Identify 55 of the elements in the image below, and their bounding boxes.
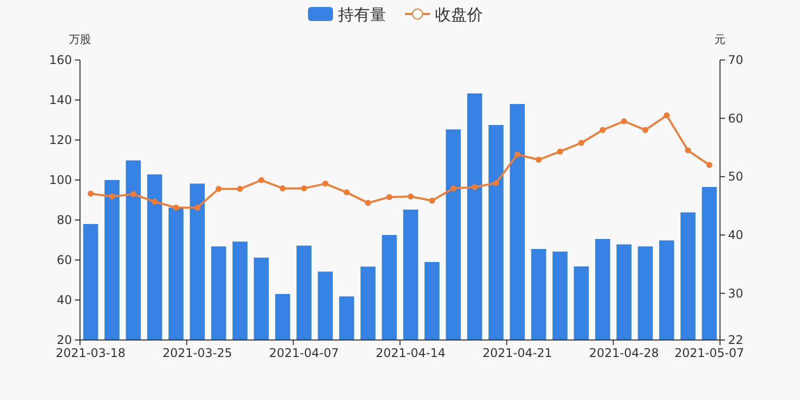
y-tick-label: 60 xyxy=(56,253,72,267)
point xyxy=(536,156,542,163)
point xyxy=(365,200,371,206)
point xyxy=(578,140,584,146)
point xyxy=(706,162,712,168)
point xyxy=(216,186,222,192)
y2-tick-label: 30 xyxy=(728,286,744,300)
point xyxy=(258,177,264,184)
point xyxy=(322,180,328,187)
point xyxy=(173,204,179,211)
y-tick-label: 40 xyxy=(56,293,72,307)
y2-tick-label: 70 xyxy=(728,53,744,67)
point xyxy=(557,148,563,155)
y-tick-label: 160 xyxy=(49,53,72,67)
point xyxy=(386,194,392,200)
y2-tick-label: 50 xyxy=(728,170,744,184)
point xyxy=(514,152,520,158)
y-tick-label: 140 xyxy=(49,93,72,107)
point xyxy=(472,184,478,190)
point xyxy=(664,112,670,118)
x-tick-label: 2021-04-28 xyxy=(589,346,659,360)
y-tick-label: 20 xyxy=(56,333,72,347)
point xyxy=(685,147,691,154)
y-tick-label: 120 xyxy=(49,133,72,147)
y-axis-title: 万股 xyxy=(69,33,91,46)
point xyxy=(237,186,243,192)
point xyxy=(450,185,456,192)
point xyxy=(88,190,94,197)
point xyxy=(194,204,200,211)
point xyxy=(301,185,307,192)
x-tick-label: 2021-04-14 xyxy=(376,346,446,360)
point xyxy=(642,127,648,133)
legend-label: 持有量 xyxy=(338,5,386,24)
x-tick-label: 2021-03-25 xyxy=(162,346,232,360)
point xyxy=(493,180,499,186)
x-tick-label: 2021-04-07 xyxy=(269,346,339,360)
y-tick-label: 100 xyxy=(49,173,72,187)
point xyxy=(621,118,627,124)
point xyxy=(280,185,286,192)
y2-axis-title: 元 xyxy=(714,33,726,46)
x-tick-label: 2021-05-07 xyxy=(674,346,744,360)
y-tick-label: 80 xyxy=(56,213,72,227)
y2-tick-label: 22 xyxy=(728,333,744,347)
legend-label: 收盘价 xyxy=(435,5,483,24)
point xyxy=(344,189,350,196)
point xyxy=(152,198,158,205)
x-tick-label: 2021-03-18 xyxy=(56,346,126,360)
x-tick-label: 2021-04-21 xyxy=(482,346,552,360)
point xyxy=(109,194,115,200)
point xyxy=(600,127,606,133)
point xyxy=(429,198,435,204)
y2-tick-label: 60 xyxy=(728,111,744,126)
point xyxy=(408,194,414,200)
y2-tick-label: 40 xyxy=(728,228,744,242)
point xyxy=(130,191,136,198)
